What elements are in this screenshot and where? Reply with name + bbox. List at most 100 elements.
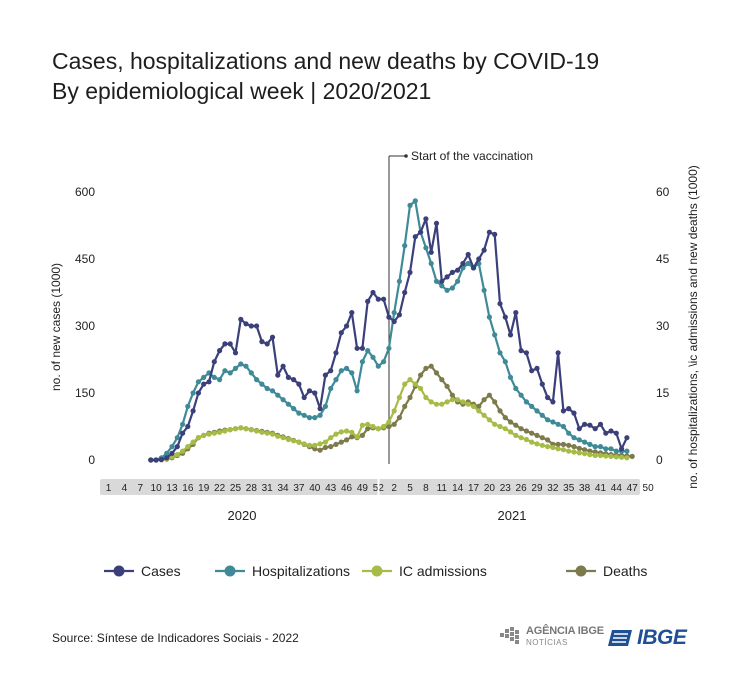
agencia-ibge-logo[interactable]: AGÊNCIA IBGE NOTÍCIAS <box>500 626 604 648</box>
ibge-logo[interactable]: IBGE <box>608 626 687 650</box>
data-point-hospitalizations <box>402 243 408 249</box>
data-point-ic-admissions <box>354 434 360 440</box>
data-point-cases <box>375 296 381 302</box>
data-point-hospitalizations <box>248 370 254 376</box>
legend-label-hospitalizations: Hospitalizations <box>252 563 350 579</box>
data-point-hospitalizations <box>534 408 540 414</box>
data-point-cases <box>317 406 323 412</box>
data-point-ic-admissions <box>248 427 254 433</box>
footer-logos: AGÊNCIA IBGE NOTÍCIAS IBGE <box>500 622 710 656</box>
data-point-deaths <box>444 383 450 389</box>
data-point-cases <box>481 247 487 253</box>
data-point-cases <box>582 421 588 427</box>
data-point-ic-admissions <box>486 417 492 423</box>
data-point-cases <box>349 310 355 316</box>
y-right-tick-label: 60 <box>656 185 670 199</box>
data-point-cases <box>460 260 466 267</box>
data-point-cases <box>529 368 535 374</box>
data-point-ic-admissions <box>587 452 593 458</box>
data-point-ic-admissions <box>439 401 445 407</box>
data-point-cases <box>470 265 477 271</box>
data-point-cases <box>555 350 561 356</box>
data-point-hospitalizations <box>423 245 429 251</box>
data-point-ic-admissions <box>507 429 514 435</box>
data-point-deaths <box>359 432 365 438</box>
data-point-ic-admissions <box>317 441 323 447</box>
data-point-ic-admissions <box>608 453 614 459</box>
source-note: Source: Síntese de Indicadores Sociais -… <box>52 631 299 645</box>
data-point-ic-admissions <box>550 444 556 451</box>
data-point-hospitalizations <box>349 370 355 376</box>
data-point-ic-admissions <box>217 429 223 435</box>
data-point-ic-admissions <box>497 423 503 430</box>
data-point-ic-admissions <box>412 381 418 387</box>
data-point-hospitalizations <box>381 359 387 365</box>
x-tick-label-2021: 20 <box>484 483 496 494</box>
data-point-ic-admissions <box>418 385 424 392</box>
x-tick-label-2021: 44 <box>611 483 623 494</box>
data-point-cases <box>396 312 402 318</box>
x-tick-label-2020: 22 <box>214 483 226 494</box>
data-point-cases <box>217 348 223 354</box>
data-point-cases <box>148 457 154 463</box>
data-point-cases <box>201 381 207 387</box>
x-tick-label-2021: 29 <box>531 483 543 494</box>
data-point-cases <box>624 435 630 441</box>
y-right-tick-label: 15 <box>656 386 670 400</box>
data-point-ic-admissions <box>185 444 191 450</box>
data-point-hospitalizations <box>465 260 471 267</box>
data-point-cases <box>269 334 276 340</box>
data-point-hospitalizations <box>492 332 498 338</box>
data-point-cases <box>571 410 577 416</box>
data-point-cases <box>185 423 191 430</box>
data-point-cases <box>301 394 307 401</box>
data-point-cases <box>486 229 492 235</box>
data-point-hospitalizations <box>354 388 360 394</box>
legend-label-deaths: Deaths <box>603 563 647 579</box>
x-axis-band <box>100 479 640 495</box>
data-point-cases <box>423 216 429 222</box>
data-point-deaths <box>439 377 445 383</box>
data-point-hospitalizations <box>523 399 530 405</box>
data-point-ic-admissions <box>301 441 307 447</box>
data-point-deaths <box>365 426 371 432</box>
data-point-ic-admissions <box>365 421 371 427</box>
data-point-ic-admissions <box>592 452 598 459</box>
data-point-hospitalizations <box>582 439 588 445</box>
legend-label-ic-admissions: IC admissions <box>399 563 487 579</box>
x-tick-label-2021: 5 <box>407 483 413 494</box>
chart-title: Cases, hospitalizations and new deaths b… <box>52 48 600 74</box>
data-point-ic-admissions <box>222 428 228 434</box>
data-point-deaths <box>333 441 339 447</box>
data-point-cases <box>312 390 318 396</box>
x-tick-label-2020: 4 <box>122 483 128 494</box>
data-point-hospitalizations <box>587 441 593 447</box>
data-point-ic-admissions <box>613 454 619 460</box>
data-point-deaths <box>486 392 492 398</box>
data-point-hospitalizations <box>391 310 397 316</box>
data-point-ic-admissions <box>275 433 281 439</box>
legend-marker-deaths <box>575 565 587 577</box>
data-point-hospitalizations <box>164 450 170 456</box>
data-point-deaths <box>566 442 572 448</box>
data-point-ic-admissions <box>433 401 440 407</box>
data-point-deaths <box>322 444 328 451</box>
data-point-hospitalizations <box>566 430 572 436</box>
data-point-ic-admissions <box>291 438 297 444</box>
data-point-ic-admissions <box>545 444 551 450</box>
data-point-hospitalizations <box>497 350 503 356</box>
vaccination-annotation: Start of the vaccination <box>411 149 533 163</box>
data-point-cases <box>444 274 450 280</box>
y-right-axis-title: no. of hospitalizations, \ic admissions … <box>686 165 700 489</box>
data-point-ic-admissions <box>280 435 286 441</box>
data-point-cases <box>365 298 371 304</box>
data-point-hospitalizations <box>227 370 233 376</box>
data-point-cases <box>354 345 360 351</box>
data-point-cases <box>275 372 281 378</box>
y-left-tick-label: 0 <box>88 453 95 467</box>
data-point-ic-admissions <box>174 452 180 458</box>
data-point-deaths <box>423 365 429 371</box>
data-point-hospitalizations <box>317 412 323 418</box>
x-tick-label-2021: 38 <box>579 483 591 494</box>
